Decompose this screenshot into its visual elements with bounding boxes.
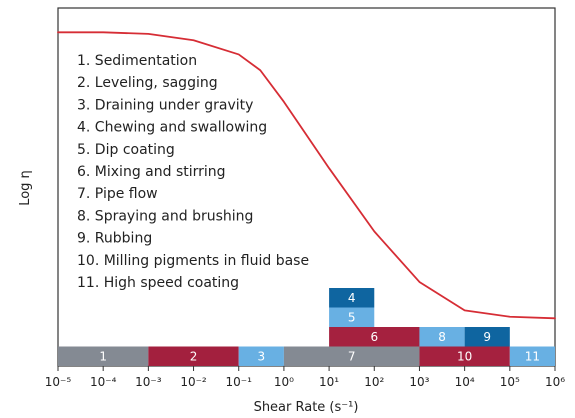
range-bar-5 — [329, 307, 375, 327]
range-bar-1 — [58, 346, 149, 366]
legend-item: 6. Mixing and stirring — [77, 164, 226, 180]
x-axis-label: Shear Rate (s⁻¹) — [254, 400, 359, 415]
plot-background — [57, 7, 556, 367]
shear-rate-ranges: 1 2 3 7 10 11 6 8 9 5 4 — [58, 288, 555, 366]
range-label-4: 4 — [348, 291, 356, 305]
viscosity-curve-1 — [57, 31, 556, 320]
legend-item: 8. Spraying and brushing — [77, 208, 253, 224]
legend-item: 11. High speed coating — [77, 275, 239, 291]
legend-item: 2. Leveling, sagging — [77, 75, 218, 91]
range-bar-8 — [419, 327, 465, 347]
range-bar-11 — [509, 346, 555, 366]
range-bar-2 — [148, 346, 239, 366]
legend-item: 1. Sedimentation — [77, 53, 197, 69]
range-label-11: 11 — [525, 350, 540, 364]
range-bar-6 — [329, 327, 420, 347]
range-label-10: 10 — [457, 350, 472, 364]
x-tick-label-10: 10⁴ — [455, 375, 475, 389]
range-bar-10 — [419, 346, 510, 366]
x-tick-label-11: 10⁵ — [500, 375, 520, 389]
curve-layer — [57, 31, 556, 320]
legend: 1. Sedimentation 2. Leveling, sagging 3. D… — [77, 53, 309, 291]
legend-item: 3. Draining under gravity — [77, 97, 253, 113]
legend-item: 7. Pipe flow — [77, 186, 158, 202]
range-bar-4 — [329, 288, 375, 308]
x-tick-label-5: 10⁻¹ — [226, 375, 253, 389]
plot-frame — [57, 7, 556, 367]
x-tick-label-9: 10³ — [409, 375, 429, 389]
x-tick-label-1: 10⁻⁵ — [45, 375, 72, 389]
range-label-1: 1 — [99, 350, 107, 364]
range-label-9: 9 — [483, 330, 491, 344]
legend-item: 9. Rubbing — [77, 231, 152, 247]
legend-item: 10. Milling pigments in fluid base — [77, 253, 309, 269]
x-tick-label-2: 10⁻⁴ — [90, 375, 117, 389]
range-bar-3 — [238, 346, 284, 366]
x-tick-label-6: 10⁰ — [274, 375, 294, 389]
x-tick-label-4: 10⁻² — [180, 375, 207, 389]
range-bar-7 — [283, 346, 420, 366]
x-tick-label-7: 10¹ — [319, 375, 339, 389]
range-label-7: 7 — [348, 350, 356, 364]
x-tick-label-3: 10⁻³ — [135, 375, 162, 389]
y-axis-label: Log η — [18, 170, 33, 206]
range-label-6: 6 — [370, 330, 378, 344]
x-tick-label-12: 10⁶ — [545, 375, 565, 389]
legend-item: 4. Chewing and swallowing — [77, 120, 267, 136]
range-label-2: 2 — [190, 350, 198, 364]
legend-item: 5. Dip coating — [77, 142, 175, 158]
x-tick-label-8: 10² — [364, 375, 384, 389]
range-bar-9 — [464, 327, 510, 347]
x-axis-ticks: 10⁻⁵ 10⁻⁴ 10⁻³ 10⁻² 10⁻¹ 10⁰ 10¹ 10² 10³ 10⁴ 10⁵ 10… — [45, 366, 565, 389]
range-label-8: 8 — [438, 330, 446, 344]
range-label-5: 5 — [348, 311, 356, 325]
range-label-3: 3 — [257, 350, 265, 364]
